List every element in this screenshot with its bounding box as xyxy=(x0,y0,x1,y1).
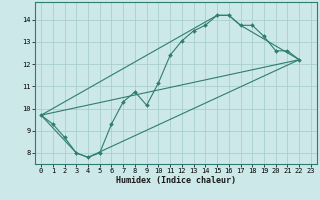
X-axis label: Humidex (Indice chaleur): Humidex (Indice chaleur) xyxy=(116,176,236,185)
